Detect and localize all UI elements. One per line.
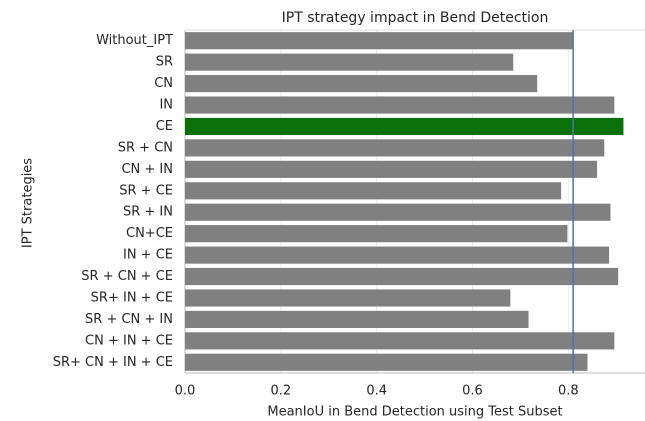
x-tick-label: 0.4	[366, 384, 387, 399]
y-tick-label: CN + IN	[121, 162, 173, 177]
y-tick-label: SR + CN + IN	[85, 312, 173, 327]
bar	[185, 96, 615, 114]
bar	[185, 267, 619, 286]
bar	[185, 353, 588, 371]
bar	[185, 182, 562, 200]
x-tick-label: 0.2	[270, 384, 291, 399]
bar	[185, 139, 605, 157]
x-axis-label: MeanIoU in Bend Detection using Test Sub…	[267, 405, 562, 420]
y-tick-label: IN + CE	[123, 248, 173, 263]
bar	[185, 246, 610, 264]
bar	[185, 75, 538, 93]
y-tick-label: CN+CE	[126, 226, 173, 241]
y-tick-label: SR + CE	[119, 183, 173, 198]
chart-title: IPT strategy impact in Bend Detection	[282, 10, 549, 26]
x-tick-label: 0.8	[558, 384, 579, 399]
bar	[185, 225, 568, 243]
bar	[185, 289, 511, 307]
x-tick-label: 0.0	[175, 384, 196, 399]
bar	[185, 332, 615, 350]
y-tick-label: SR + CN + CE	[81, 269, 173, 284]
bar	[185, 310, 529, 328]
bar	[185, 53, 514, 71]
bar	[185, 203, 611, 221]
y-tick-label: CN	[154, 76, 173, 91]
x-tick-label: 0.6	[462, 384, 483, 399]
bar	[185, 117, 624, 136]
y-tick-label: SR + IN	[123, 205, 173, 220]
y-axis-label: IPT Strategies	[21, 158, 36, 248]
y-tick-label: SR + CN	[118, 140, 173, 155]
y-tick-label: SR+ IN + CE	[91, 290, 173, 305]
bar	[185, 32, 574, 50]
y-tick-label: SR+ CN + IN + CE	[53, 355, 173, 370]
bar	[185, 160, 598, 178]
y-tick-label: CN + IN + CE	[85, 333, 173, 348]
y-tick-label: Without_IPT	[96, 33, 173, 48]
y-tick-label: SR	[156, 55, 173, 70]
y-tick-label: CE	[156, 119, 173, 134]
y-tick-label: IN	[159, 98, 173, 113]
